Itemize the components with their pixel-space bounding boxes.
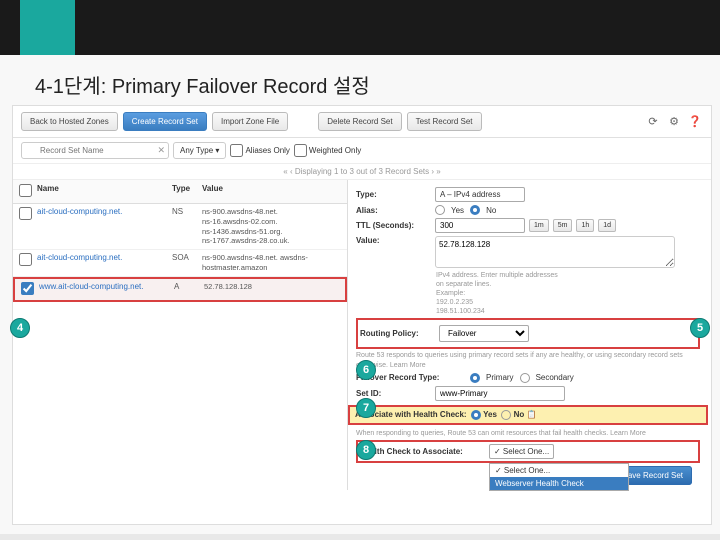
hc-option-webserver[interactable]: Webserver Health Check: [490, 477, 628, 490]
assoc-hint: When responding to queries, Route 53 can…: [356, 429, 700, 438]
step-marker-4: 4: [10, 318, 30, 338]
ttl-1d[interactable]: 1d: [598, 219, 616, 232]
col-name: Name: [37, 184, 172, 199]
row-checkbox[interactable]: [19, 253, 32, 266]
refresh-icon[interactable]: ⟳: [645, 114, 661, 130]
step-marker-6: 6: [356, 360, 376, 380]
search-input[interactable]: [21, 142, 169, 159]
header-bar: [0, 0, 720, 55]
footer-bar: [0, 534, 720, 540]
step-marker-7: 7: [356, 398, 376, 418]
table-row[interactable]: ait-cloud-computing.net. SOA ns-900.awsd…: [13, 250, 347, 277]
delete-record-button[interactable]: Delete Record Set: [318, 112, 401, 131]
row-checkbox[interactable]: [21, 282, 34, 295]
table-row[interactable]: ait-cloud-computing.net. NS ns-900.awsdn…: [13, 204, 347, 250]
accent-box: [20, 0, 75, 55]
associate-health-check-header: Associate with Health Check: Yes No 📋: [348, 405, 708, 425]
secondary-radio[interactable]: [520, 373, 530, 383]
aws-console-panel: Back to Hosted Zones Create Record Set I…: [12, 105, 712, 525]
ttl-5m[interactable]: 5m: [553, 219, 573, 232]
table-row-selected[interactable]: www.ait-cloud-computing.net. A 52.78.128…: [13, 277, 347, 302]
cell-value: 52.78.128.128: [204, 282, 339, 292]
primary-radio[interactable]: [470, 373, 480, 383]
cell-value: ns-900.awsdns-48.net. awsdns-hostmaster.…: [202, 253, 341, 273]
alias-no-radio[interactable]: [470, 205, 480, 215]
weighted-only-checkbox[interactable]: Weighted Only: [294, 144, 361, 157]
step-marker-8: 8: [356, 440, 376, 460]
cell-name: ait-cloud-computing.net.: [37, 207, 172, 216]
step-marker-5: 5: [690, 318, 710, 338]
routing-label: Routing Policy:: [360, 329, 435, 338]
alias-yes-radio[interactable]: [435, 205, 445, 215]
hc-option-none[interactable]: ✓ Select One...: [490, 464, 628, 477]
pager: « ‹ Displaying 1 to 3 out of 3 Record Se…: [13, 164, 711, 180]
search-wrap: ✕: [21, 142, 169, 159]
health-check-highlight: Health Check to Associate: ✓ Select One.…: [356, 440, 700, 463]
clear-search-icon[interactable]: ✕: [157, 145, 165, 156]
type-select[interactable]: A – IPv4 address: [435, 187, 525, 202]
cell-name: ait-cloud-computing.net.: [37, 253, 172, 262]
import-zone-button[interactable]: Import Zone File: [212, 112, 288, 131]
ttl-input[interactable]: [435, 218, 525, 233]
page-title: 4-1단계: Primary Failover Record 설정: [35, 70, 370, 99]
routing-hint: Route 53 responds to queries using prima…: [356, 351, 700, 369]
cell-name: www.ait-cloud-computing.net.: [39, 282, 174, 291]
ttl-label: TTL (Seconds):: [356, 221, 431, 230]
back-button[interactable]: Back to Hosted Zones: [21, 112, 118, 131]
record-table: Name Type Value ait-cloud-computing.net.…: [13, 180, 348, 490]
value-label: Value:: [356, 236, 431, 245]
col-type: Type: [172, 184, 202, 199]
setid-label: Set ID:: [356, 389, 431, 398]
hc-select[interactable]: ✓ Select One...: [489, 444, 554, 459]
aliases-only-checkbox[interactable]: Aliases Only: [230, 144, 289, 157]
ttl-1m[interactable]: 1m: [529, 219, 549, 232]
table-header: Name Type Value: [13, 180, 347, 204]
select-all-checkbox[interactable]: [19, 184, 32, 197]
type-filter[interactable]: Any Type ▾: [173, 142, 226, 159]
ttl-1h[interactable]: 1h: [576, 219, 594, 232]
setid-input[interactable]: [435, 386, 565, 401]
cell-value: ns-900.awsdns-48.net. ns-16.awsdns-02.co…: [202, 207, 341, 246]
cell-type: NS: [172, 207, 202, 216]
toolbar: Back to Hosted Zones Create Record Set I…: [13, 106, 711, 138]
value-hint: IPv4 address. Enter multiple addresses o…: [436, 271, 700, 316]
type-label: Type:: [356, 190, 431, 199]
record-editor: Type: A – IPv4 address Alias: Yes No TTL…: [348, 180, 708, 490]
routing-policy-select[interactable]: Failover: [439, 325, 529, 342]
test-record-button[interactable]: Test Record Set: [407, 112, 482, 131]
row-checkbox[interactable]: [19, 207, 32, 220]
gear-icon[interactable]: ⚙: [666, 114, 682, 130]
assoc-no-radio[interactable]: [501, 410, 511, 420]
help-icon[interactable]: ❓: [687, 114, 703, 130]
filter-row: ✕ Any Type ▾ Aliases Only Weighted Only: [13, 138, 711, 164]
create-record-button[interactable]: Create Record Set: [123, 112, 207, 131]
hc-label: Health Check to Associate:: [360, 447, 485, 456]
alias-label: Alias:: [356, 206, 431, 215]
value-textarea[interactable]: [435, 236, 675, 268]
hc-menu: ✓ Select One... Webserver Health Check: [489, 463, 629, 491]
cell-type: A: [174, 282, 204, 291]
assoc-yes-radio[interactable]: [471, 410, 481, 420]
routing-policy-highlight: Routing Policy: Failover: [356, 318, 700, 349]
col-value: Value: [202, 184, 341, 199]
cell-type: SOA: [172, 253, 202, 262]
